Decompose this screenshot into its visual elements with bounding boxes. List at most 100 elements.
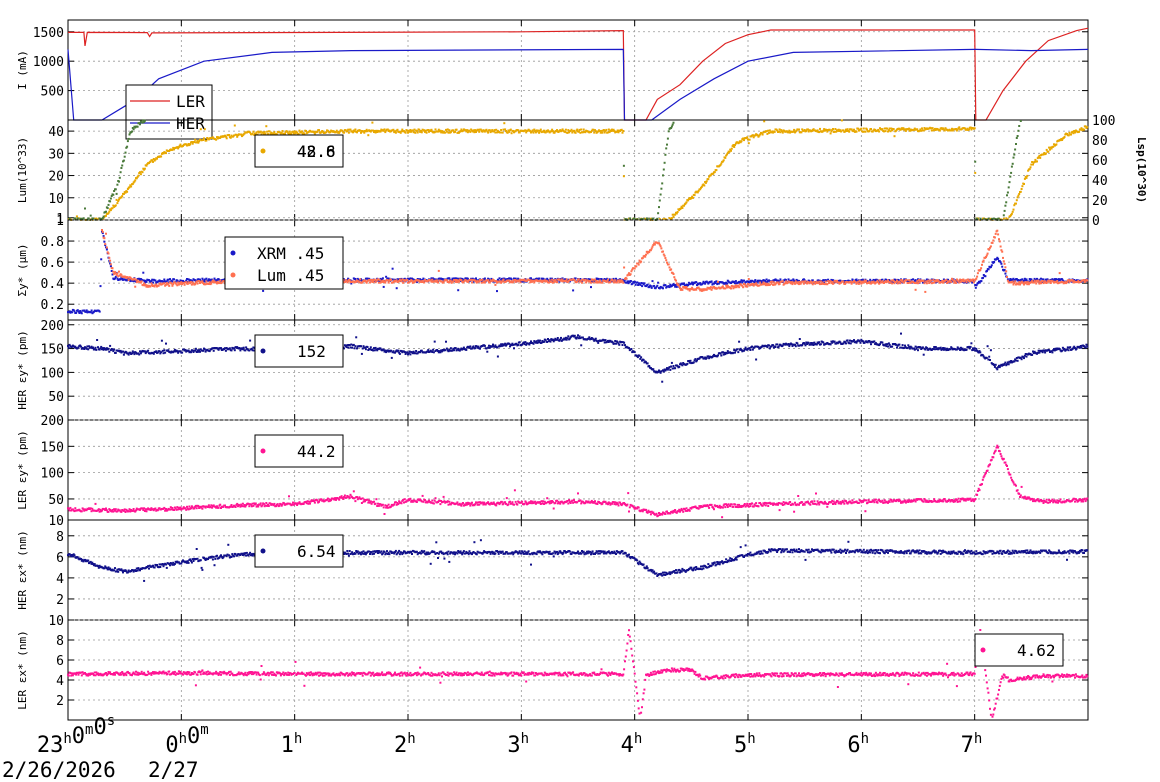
data-point: [705, 357, 708, 360]
data-point: [476, 346, 479, 349]
data-point: [110, 270, 113, 272]
data-point: [199, 138, 201, 141]
data-point: [112, 270, 115, 273]
data-point: [150, 279, 153, 282]
data-point: [373, 278, 376, 281]
data-point: [418, 128, 421, 131]
data-point: [598, 281, 600, 284]
data-point: [1072, 132, 1075, 135]
data-point: [917, 279, 920, 282]
data-point: [967, 278, 970, 281]
data-point: [564, 128, 567, 131]
data-point: [281, 130, 284, 132]
data-point: [290, 132, 293, 135]
data-point: [655, 285, 658, 288]
data-point: [144, 279, 147, 282]
data-point: [177, 281, 180, 284]
data-point: [836, 129, 839, 132]
data-point: [500, 343, 503, 346]
data-point: [664, 284, 667, 287]
data-point: [887, 130, 889, 133]
data-point: [732, 287, 735, 290]
data-point: [528, 278, 531, 281]
data-point: [533, 128, 536, 131]
data-point: [543, 129, 545, 132]
data-point: [1010, 212, 1013, 215]
data-point: [262, 289, 265, 292]
data-point: [947, 278, 949, 281]
data-point: [998, 260, 1001, 263]
data-point: [122, 350, 124, 353]
data-point: [233, 124, 236, 127]
data-point: [1068, 131, 1071, 134]
data-point: [379, 281, 382, 284]
data-point: [584, 131, 587, 134]
data-point: [688, 361, 691, 364]
data-point: [671, 213, 674, 216]
data-point: [787, 131, 790, 134]
data-point: [708, 175, 711, 178]
data-point: [806, 343, 809, 345]
data-point: [888, 127, 891, 130]
data-point: [741, 281, 744, 284]
data-point: [811, 342, 814, 345]
data-point: [210, 282, 213, 285]
data-point: [719, 164, 722, 167]
data-point: [71, 311, 74, 314]
data-point: [553, 280, 556, 283]
data-point: [352, 131, 354, 134]
data-point: [826, 130, 829, 133]
data-point: [461, 277, 464, 280]
data-point: [675, 282, 678, 285]
data-point: [1006, 279, 1009, 282]
data-point: [101, 348, 103, 351]
data-point: [178, 281, 181, 284]
data-point: [131, 183, 134, 185]
data-point: [932, 278, 935, 281]
data-point: [978, 281, 981, 284]
data-point: [1010, 165, 1013, 168]
data-point: [680, 205, 683, 208]
data-point: [113, 272, 116, 275]
data-point: [658, 206, 660, 209]
data-point: [132, 280, 135, 283]
data-point: [666, 143, 668, 146]
data-point: [1047, 150, 1050, 153]
data-point: [758, 284, 761, 287]
data-point: [1018, 125, 1021, 127]
data-point: [152, 158, 155, 160]
data-point: [149, 285, 152, 288]
data-point: [465, 348, 468, 351]
data-point: [286, 130, 289, 133]
data-point: [1029, 166, 1032, 169]
data-point: [503, 343, 506, 346]
data-point: [402, 281, 405, 284]
data-point: [670, 268, 673, 271]
data-point: [768, 347, 771, 350]
data-point: [693, 359, 696, 362]
data-point: [987, 217, 990, 220]
data-point: [366, 130, 369, 133]
data-point: [799, 282, 802, 285]
data-point: [381, 278, 384, 281]
data-point: [190, 141, 193, 143]
data-point: [546, 277, 549, 280]
data-point: [107, 252, 110, 255]
data-point: [611, 341, 614, 344]
panel-frame: [67, 119, 1089, 221]
data-point: [709, 174, 712, 177]
data-point: [662, 168, 665, 171]
data-point: [114, 204, 117, 207]
data-point: [844, 280, 847, 282]
data-point: [692, 196, 694, 199]
data-point: [412, 350, 415, 353]
data-point: [1002, 260, 1005, 263]
data-point: [809, 343, 812, 346]
data-point: [512, 343, 515, 346]
data-point: [594, 281, 597, 284]
data-point: [813, 280, 816, 283]
data-point: [539, 128, 542, 131]
data-point: [589, 280, 592, 282]
data-point: [429, 130, 432, 132]
data-point: [1029, 279, 1032, 282]
